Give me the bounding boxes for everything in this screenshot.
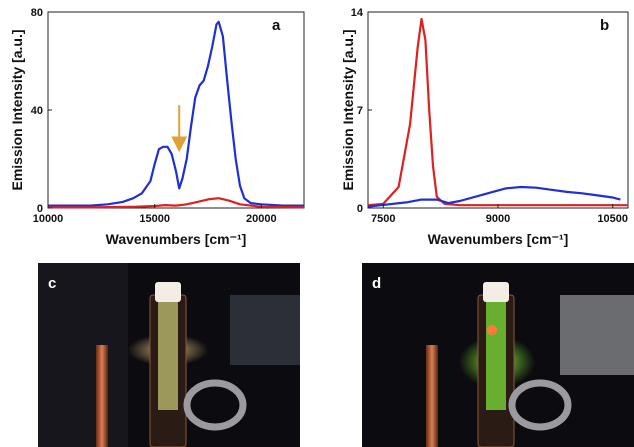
y-tick-label-b: 14 <box>351 7 364 19</box>
photo-c-cuvette-liquid <box>158 300 178 410</box>
y-tick-label-a: 0 <box>37 203 43 215</box>
series-line-b-1 <box>367 185 621 208</box>
plot-frame-b <box>367 11 629 209</box>
photo-c-equipment <box>230 295 300 365</box>
photo-c-knob <box>183 379 247 431</box>
photo-d-rod <box>426 345 438 447</box>
x-tick-label-a: 10000 <box>33 213 64 225</box>
plot-frame-a <box>47 11 305 209</box>
photo-c: c <box>38 263 300 447</box>
x-axis-label-b: Wavenumbers [cm⁻¹] <box>428 231 569 247</box>
panel-label-b: b <box>600 17 609 34</box>
photo-label-c: c <box>48 275 56 292</box>
photo-d-equipment <box>560 295 634 375</box>
series-line-a-1 <box>48 197 305 209</box>
photo-label-d: d <box>372 275 381 292</box>
chart-panel-b: 7500 9000 10500 0 7 14 b Wavenumbers [cm⁻¹] E… <box>340 7 629 247</box>
y-tick-label-b: 0 <box>357 203 363 215</box>
series-group-a <box>48 20 305 209</box>
ticks-group-a: 10000 15000 20000 0 40 80 <box>31 7 277 225</box>
photo-d-cuvette-cap <box>483 282 509 302</box>
photo-c-shade <box>38 263 128 447</box>
x-tick-label-b: 7500 <box>371 213 395 225</box>
x-tick-label-a: 15000 <box>139 213 170 225</box>
x-tick-label-b: 10500 <box>597 213 628 225</box>
series-group-b <box>367 17 628 208</box>
x-tick-label-b: 9000 <box>486 213 510 225</box>
photo-c-rod <box>96 345 108 447</box>
x-tick-label-a: 20000 <box>246 213 277 225</box>
chart-panel-a: 10000 15000 20000 0 40 80 a Wavenumbers [cm⁻¹… <box>9 7 305 247</box>
y-tick-label-a: 80 <box>31 7 43 19</box>
series-line-b-0 <box>367 17 628 207</box>
x-axis-label-a: Wavenumbers [cm⁻¹] <box>106 231 247 247</box>
y-axis-label-a: Emission Intensity [a.u.] <box>9 29 25 190</box>
y-tick-label-a: 40 <box>31 105 43 117</box>
series-line-a-0 <box>48 20 304 207</box>
ticks-group-b: 7500 9000 10500 0 7 14 <box>351 7 628 225</box>
panel-label-a: a <box>272 17 281 34</box>
y-tick-label-b: 7 <box>357 105 363 117</box>
photo-d-laser-spot <box>487 325 497 335</box>
photo-d-knob <box>508 379 572 431</box>
photo-d-cuvette-liquid <box>486 300 506 410</box>
photo-c-cuvette-cap <box>155 282 181 302</box>
y-axis-label-b: Emission Intensity [a.u.] <box>340 29 356 190</box>
photo-d: d <box>362 263 634 447</box>
